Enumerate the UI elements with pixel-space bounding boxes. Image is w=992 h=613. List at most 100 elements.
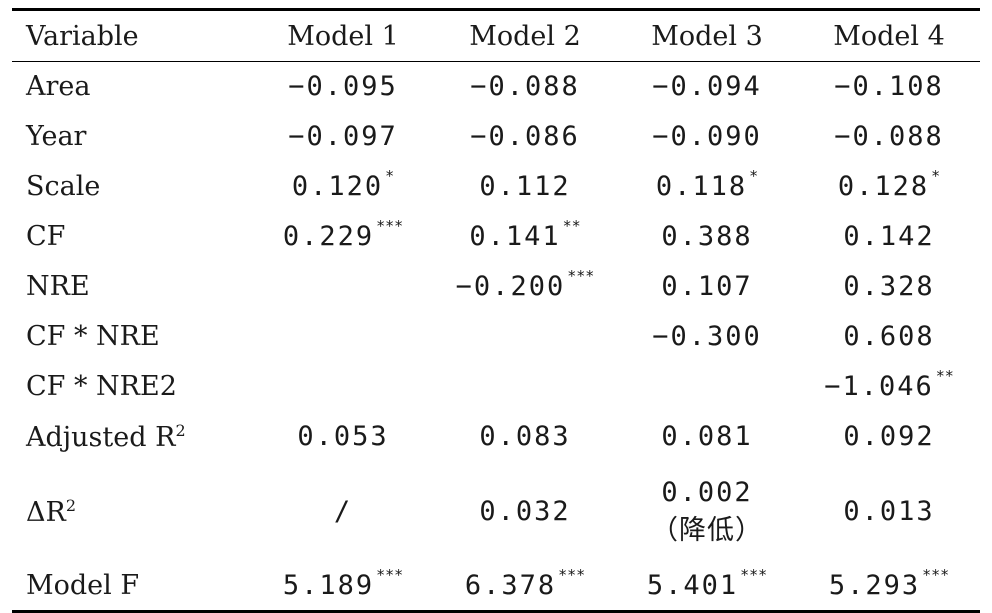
coefficient-cell: −0.088 [434, 62, 616, 112]
coefficient-value: 0.013 [843, 496, 935, 527]
coefficient-cell: 5.189 *** [252, 561, 434, 613]
row-label: Model F [12, 561, 252, 613]
row-label: CF [12, 212, 252, 262]
coefficient-cell: 0.002 （降低） [616, 462, 798, 562]
coefficient-value: −1.046 [824, 371, 934, 402]
table-row: Year −0.097 −0.086 −0.090 −0.088 [12, 112, 980, 162]
header-variable: Variable [12, 8, 252, 62]
table-row: Adjusted R2 0.053 0.083 0.081 0.092 [12, 412, 980, 462]
row-label: Area [12, 62, 252, 112]
row-label-superscript: 2 [65, 495, 77, 515]
coefficient-value: −0.094 [652, 71, 762, 103]
coefficient-cell: −1.046 ** [798, 362, 980, 412]
row-label-text: Scale [26, 171, 101, 202]
table-row: CF 0.229 *** 0.141 ** 0.388 0.142 [12, 212, 980, 262]
significance-stars: *** [922, 566, 950, 585]
coefficient-cell: −0.088 [798, 112, 980, 162]
coefficient-value: 6.378 [464, 570, 557, 602]
coefficient-cell: 0.141 ** [434, 212, 616, 262]
coefficient-cell: 0.128 * [798, 162, 980, 212]
coefficient-cell: 0.092 [798, 412, 980, 462]
significance-stars: * [749, 167, 759, 185]
row-label-text: NRE [26, 271, 90, 302]
coefficient-cell: 0.120 * [252, 162, 434, 212]
significance-stars: *** [376, 217, 404, 235]
row-label-text: CF [26, 221, 66, 252]
header-model-3: Model 3 [616, 8, 798, 62]
coefficient-cell: −0.095 [252, 62, 434, 112]
row-label-text: CF * NRE2 [26, 371, 177, 402]
significance-stars: ** [935, 367, 954, 385]
coefficient-value: 0.229 [282, 221, 375, 252]
table-row: NRE −0.200 *** 0.107 0.328 [12, 262, 980, 312]
coefficient-cell [434, 312, 616, 362]
coefficient-value: 0.120 [291, 171, 384, 202]
coefficient-value: 0.388 [661, 221, 753, 252]
coefficient-cell: 0.112 [434, 162, 616, 212]
significance-stars: *** [558, 566, 586, 585]
coefficient-cell [434, 362, 616, 412]
row-label: ΔR2 [12, 462, 252, 562]
coefficient-cell [616, 362, 798, 412]
row-label: CF * NRE [12, 312, 252, 362]
coefficient-value: 0.118 [655, 171, 748, 202]
coefficient-value: 5.401 [646, 570, 739, 602]
coefficient-cell [252, 312, 434, 362]
coefficient-cell: 0.608 [798, 312, 980, 362]
coefficient-value: 5.189 [282, 570, 375, 602]
coefficient-cell: −0.090 [616, 112, 798, 162]
regression-table: Variable Model 1 Model 2 Model 3 Model 4… [12, 8, 980, 613]
coefficient-cell: 0.328 [798, 262, 980, 312]
coefficient-value: 0.141 [469, 221, 561, 252]
coefficient-value: / [333, 496, 353, 527]
coefficient-value: −0.108 [834, 71, 944, 103]
table-body: Area −0.095 −0.088 −0.094 −0.108 Year −0.097 −0… [12, 62, 980, 613]
row-label-text: Year [26, 121, 87, 152]
coefficient-value: 0.142 [843, 221, 935, 252]
coefficient-cell: 0.107 [616, 262, 798, 312]
coefficient-cell: 0.013 [798, 462, 980, 562]
coefficient-value: 0.081 [661, 421, 753, 452]
significance-stars: * [931, 167, 941, 185]
row-label-text: ΔR [26, 496, 66, 528]
header-model-2: Model 2 [434, 8, 616, 62]
coefficient-cell: 5.293 *** [798, 561, 980, 613]
coefficient-cell: 0.053 [252, 412, 434, 462]
row-label: Scale [12, 162, 252, 212]
regression-table-container: Variable Model 1 Model 2 Model 3 Model 4… [12, 8, 980, 613]
coefficient-value: 0.608 [843, 321, 935, 352]
row-label: CF * NRE2 [12, 362, 252, 412]
coefficient-cell: 5.401 *** [616, 561, 798, 613]
significance-stars: ** [562, 217, 581, 235]
row-label-text: CF * NRE [26, 321, 160, 352]
row-label: NRE [12, 262, 252, 312]
header-row: Variable Model 1 Model 2 Model 3 Model 4 [12, 8, 980, 62]
coefficient-value: 0.002 [661, 476, 753, 508]
coefficient-cell: 6.378 *** [434, 561, 616, 613]
header-model-4: Model 4 [798, 8, 980, 62]
coefficient-cell: 0.083 [434, 412, 616, 462]
coefficient-value: 0.128 [837, 171, 930, 202]
coefficient-value: 0.053 [297, 421, 389, 452]
coefficient-cell: −0.200 *** [434, 262, 616, 312]
coefficient-cell: 0.229 *** [252, 212, 434, 262]
coefficient-cell [252, 262, 434, 312]
table-row: Area −0.095 −0.088 −0.094 −0.108 [12, 62, 980, 112]
coefficient-cell: −0.300 [616, 312, 798, 362]
row-label: Adjusted R2 [12, 412, 252, 462]
significance-stars: *** [740, 566, 768, 585]
coefficient-value: −0.090 [652, 121, 762, 152]
coefficient-value: 0.032 [479, 496, 571, 527]
coefficient-value: −0.086 [470, 121, 580, 152]
coefficient-cell: 0.118 * [616, 162, 798, 212]
table-row: CF * NRE2 −1.046 ** [12, 362, 980, 412]
coefficient-value: 0.083 [479, 421, 571, 452]
row-label-superscript: 2 [175, 420, 186, 440]
table-row: Model F 5.189 *** 6.378 *** 5.401 *** 5.293 *** [12, 561, 980, 613]
coefficient-cell: −0.108 [798, 62, 980, 112]
coefficient-value: 0.107 [661, 271, 753, 302]
row-label-text: Area [26, 71, 91, 103]
coefficient-value: 0.112 [479, 171, 571, 202]
coefficient-value: −0.097 [288, 121, 398, 152]
coefficient-cell: 0.142 [798, 212, 980, 262]
